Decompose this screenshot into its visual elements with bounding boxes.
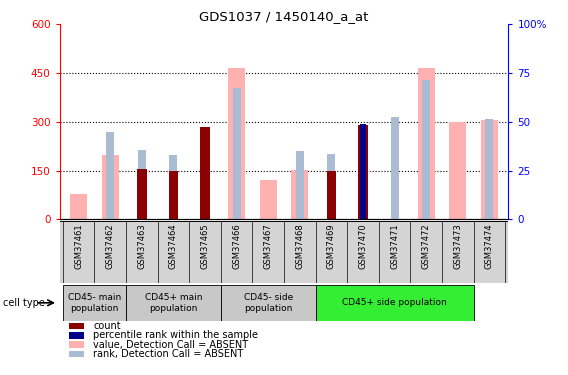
Bar bbox=[316, 285, 474, 321]
Bar bbox=[69, 322, 84, 329]
Bar bbox=[69, 332, 84, 339]
Bar bbox=[260, 180, 277, 219]
Bar bbox=[417, 68, 435, 219]
Text: GSM37469: GSM37469 bbox=[327, 223, 336, 269]
Text: GSM37470: GSM37470 bbox=[358, 223, 367, 269]
Text: percentile rank within the sample: percentile rank within the sample bbox=[93, 330, 258, 340]
Bar bbox=[70, 194, 87, 219]
Text: GSM37461: GSM37461 bbox=[74, 223, 83, 269]
Text: GSM37471: GSM37471 bbox=[390, 223, 399, 269]
Bar bbox=[391, 117, 399, 219]
Bar bbox=[327, 171, 336, 219]
Bar bbox=[69, 341, 84, 348]
Bar bbox=[422, 80, 430, 219]
Text: GSM37467: GSM37467 bbox=[264, 223, 273, 269]
Bar bbox=[360, 123, 366, 219]
Bar bbox=[296, 151, 304, 219]
Bar bbox=[102, 155, 119, 219]
Text: cell type: cell type bbox=[3, 298, 45, 308]
Title: GDS1037 / 1450140_a_at: GDS1037 / 1450140_a_at bbox=[199, 10, 369, 23]
Text: CD45+ main
population: CD45+ main population bbox=[145, 293, 202, 312]
Text: GSM37474: GSM37474 bbox=[485, 223, 494, 269]
Bar bbox=[169, 155, 177, 219]
Text: rank, Detection Call = ABSENT: rank, Detection Call = ABSENT bbox=[93, 349, 244, 359]
Bar bbox=[228, 68, 245, 219]
Text: GSM37464: GSM37464 bbox=[169, 223, 178, 269]
Text: GSM37463: GSM37463 bbox=[137, 223, 147, 269]
Bar bbox=[201, 127, 210, 219]
Text: CD45- main
population: CD45- main population bbox=[68, 293, 121, 312]
Text: count: count bbox=[93, 321, 121, 331]
Bar bbox=[138, 150, 146, 219]
Text: GSM37465: GSM37465 bbox=[201, 223, 210, 269]
Text: CD45- side
population: CD45- side population bbox=[244, 293, 293, 312]
Bar bbox=[291, 170, 308, 219]
Bar bbox=[358, 125, 367, 219]
Bar bbox=[69, 351, 84, 357]
Text: GSM37473: GSM37473 bbox=[453, 223, 462, 269]
Bar bbox=[221, 285, 316, 321]
Bar bbox=[106, 132, 114, 219]
Bar bbox=[169, 171, 178, 219]
Text: CD45+ side population: CD45+ side population bbox=[343, 298, 447, 307]
Text: value, Detection Call = ABSENT: value, Detection Call = ABSENT bbox=[93, 340, 248, 350]
Bar bbox=[137, 169, 147, 219]
Bar bbox=[327, 154, 335, 219]
Text: GSM37462: GSM37462 bbox=[106, 223, 115, 269]
Bar bbox=[233, 88, 241, 219]
Bar bbox=[449, 122, 466, 219]
Text: GSM37472: GSM37472 bbox=[421, 223, 431, 269]
Bar bbox=[63, 285, 126, 321]
Text: GSM37466: GSM37466 bbox=[232, 223, 241, 269]
Bar bbox=[486, 119, 494, 219]
Bar bbox=[481, 120, 498, 219]
Text: GSM37468: GSM37468 bbox=[295, 223, 304, 269]
Bar bbox=[126, 285, 221, 321]
